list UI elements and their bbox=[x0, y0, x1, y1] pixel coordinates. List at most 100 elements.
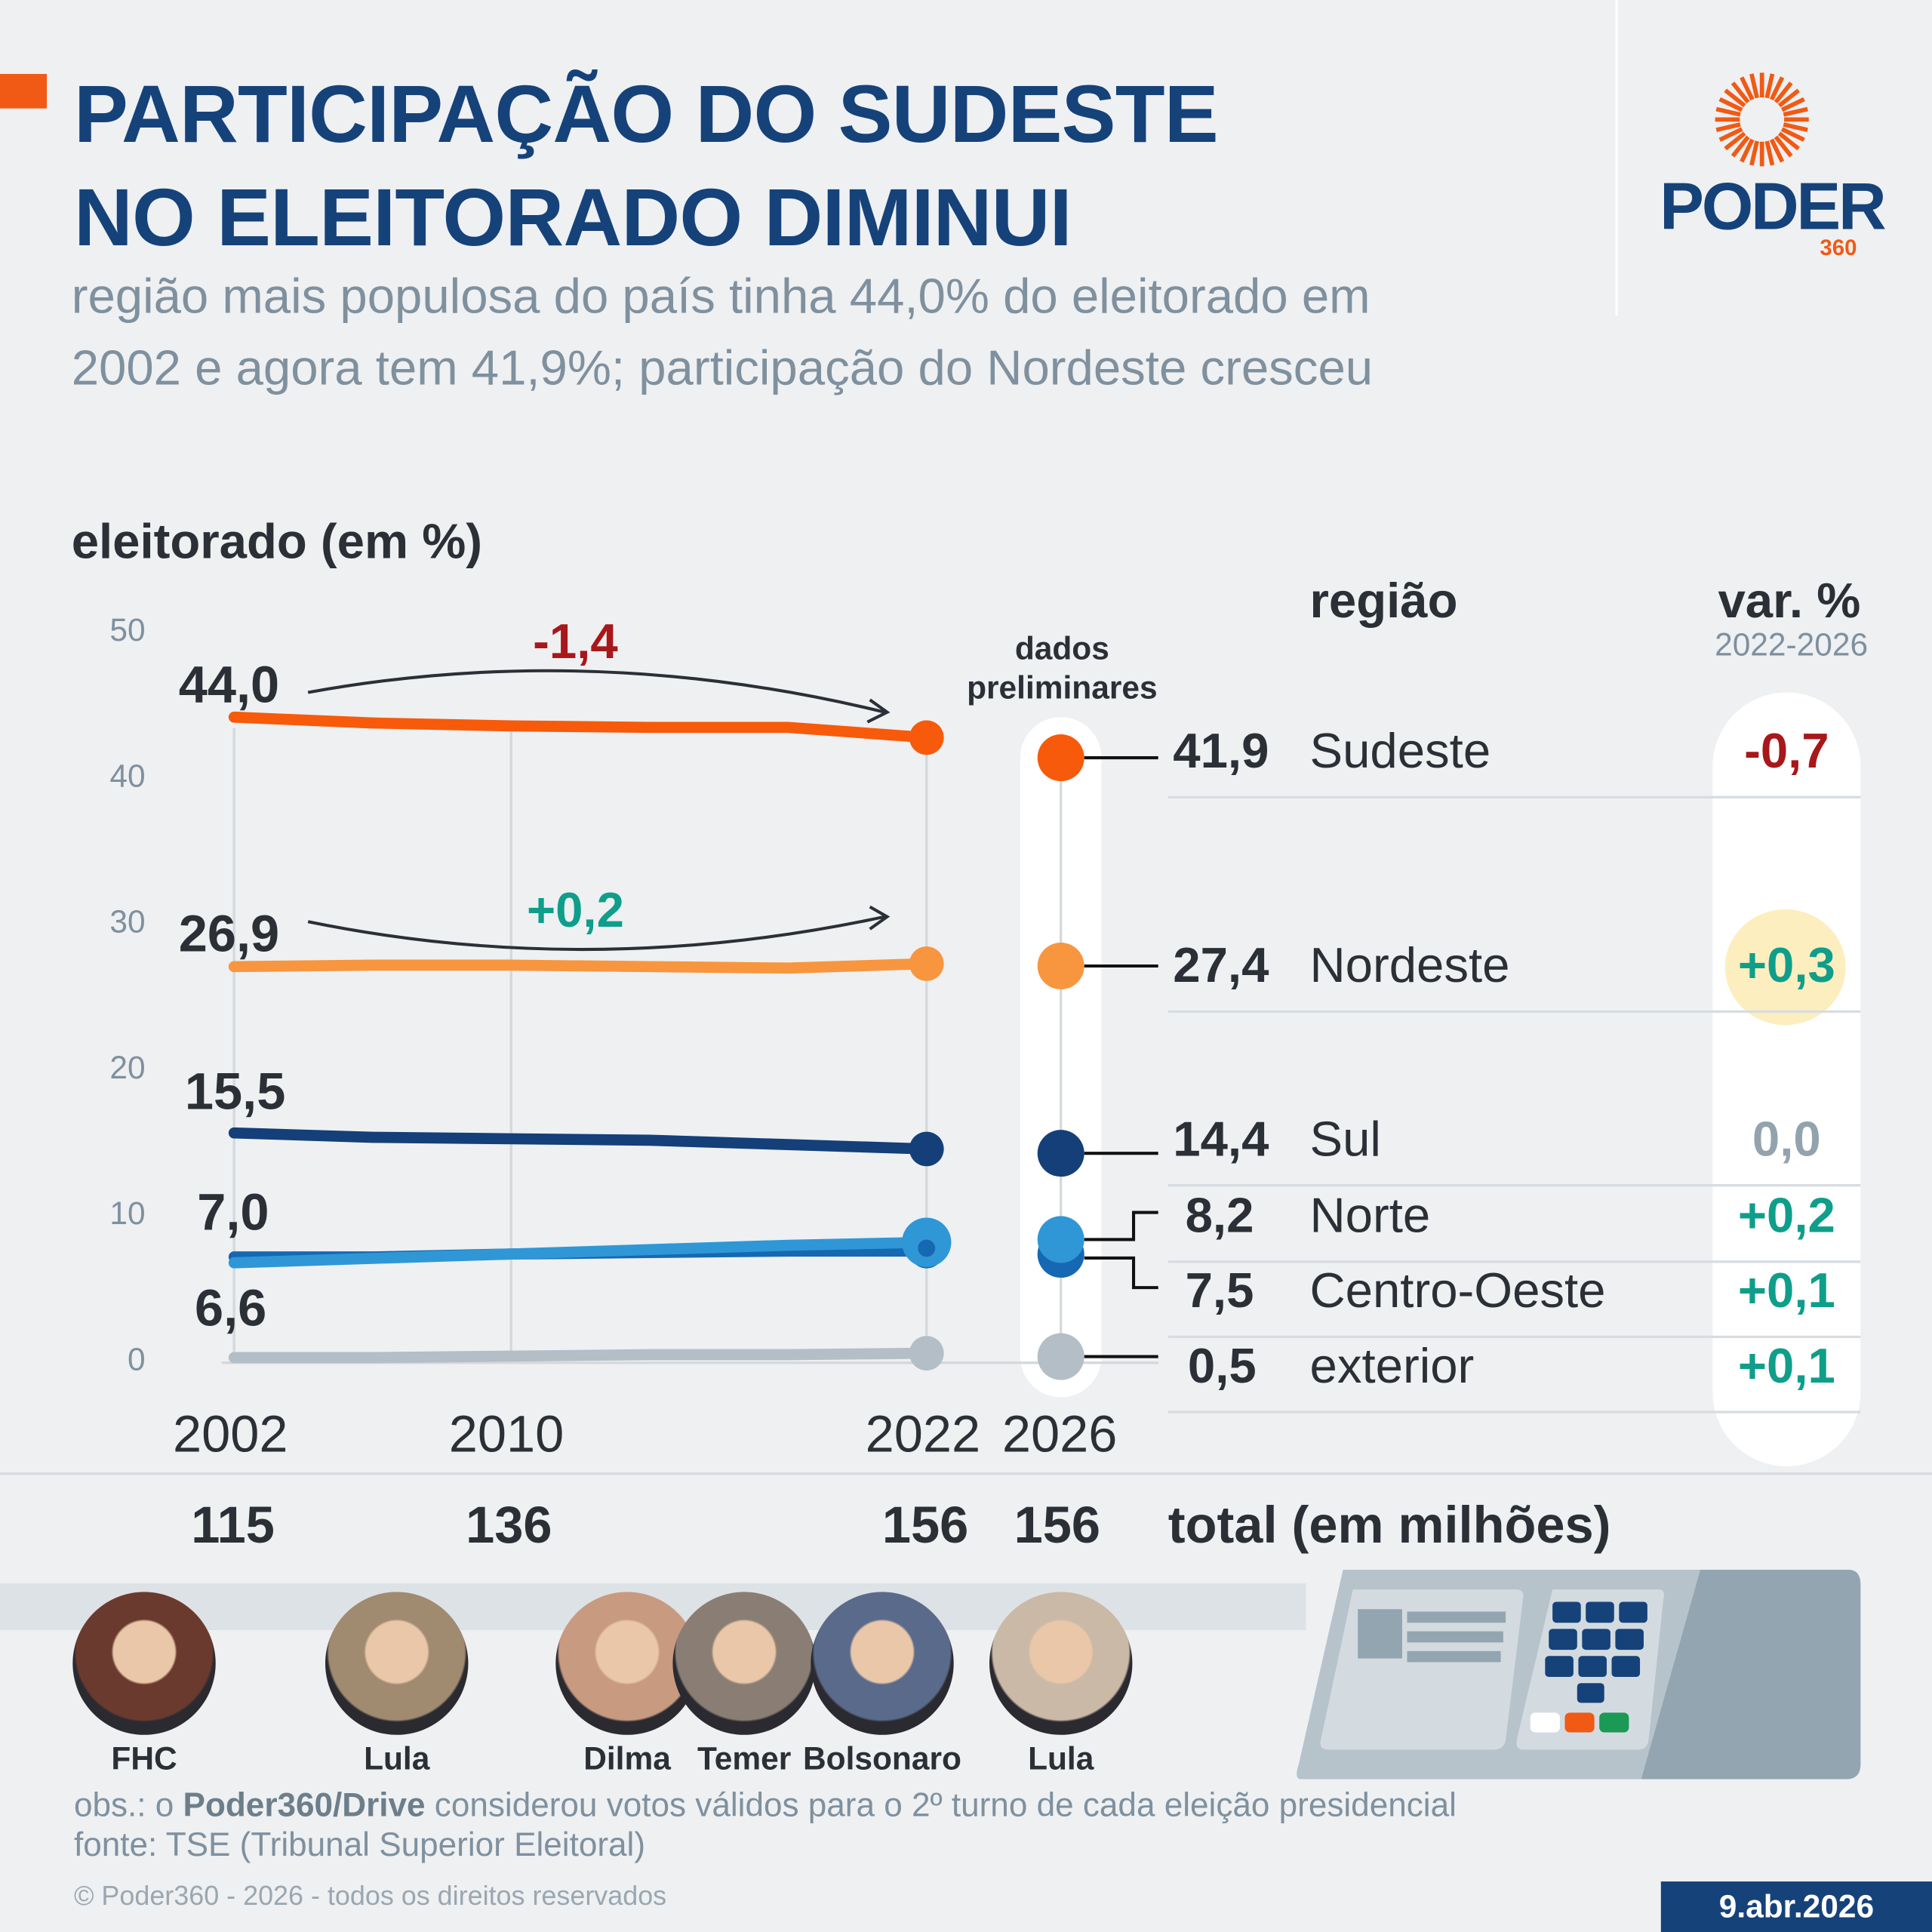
sun-ray bbox=[1769, 76, 1785, 101]
end-point-Sul bbox=[909, 1131, 944, 1167]
keypad-key bbox=[1615, 1629, 1644, 1651]
dot-2026-Norte bbox=[1037, 1216, 1084, 1263]
dot-2026-Sul bbox=[1037, 1130, 1084, 1177]
start-label: 15,5 bbox=[185, 1062, 285, 1120]
subtitle-line-2: 2002 e agora tem 41,9%; participação do … bbox=[71, 341, 1374, 396]
sun-ray bbox=[1718, 97, 1743, 112]
region-var: +0,1 bbox=[1737, 1339, 1835, 1394]
region-name: exterior bbox=[1309, 1339, 1475, 1394]
leader-line bbox=[1084, 1211, 1158, 1241]
preliminary-label-1: dados bbox=[1014, 629, 1109, 667]
obs-suffix: considerou votos válidos para o 2º turno… bbox=[425, 1786, 1457, 1824]
sun-ray bbox=[1777, 88, 1800, 108]
keypad-key bbox=[1549, 1629, 1577, 1651]
series-line-Sul bbox=[228, 1127, 933, 1155]
president-photo bbox=[989, 1592, 1133, 1735]
sun-ray bbox=[1724, 88, 1746, 108]
subtitle-line-1: região mais populosa do país tinha 44,0%… bbox=[71, 269, 1371, 325]
region-value: 27,4 bbox=[1173, 939, 1269, 993]
y-tick-label: 30 bbox=[109, 904, 145, 940]
region-name: Sul bbox=[1309, 1112, 1381, 1168]
ballot-box-icon bbox=[1297, 1569, 1861, 1780]
region-value: 0,5 bbox=[1187, 1339, 1257, 1394]
president-photo bbox=[325, 1592, 469, 1735]
president-name: Bolsonaro bbox=[803, 1740, 961, 1777]
series-line-Sudeste bbox=[228, 711, 933, 743]
y-tick-label: 0 bbox=[128, 1342, 146, 1377]
region-name: Norte bbox=[1309, 1189, 1431, 1244]
row-divider bbox=[1168, 795, 1861, 798]
start-label: 26,9 bbox=[179, 904, 279, 962]
line-chart: 5040302010044,026,915,57,06,6-1,4+0,2200… bbox=[109, 612, 1158, 1463]
annotation-label: +0,2 bbox=[527, 882, 624, 937]
sun-ray bbox=[1774, 82, 1793, 104]
region-header: região bbox=[1309, 574, 1458, 629]
var-header: var. % bbox=[1718, 574, 1861, 629]
preliminary-label: dados preliminares bbox=[961, 629, 1163, 707]
region-var: -0,7 bbox=[1744, 724, 1829, 779]
keypad-key bbox=[1582, 1629, 1611, 1651]
sun-ray bbox=[1740, 76, 1755, 101]
region-var: +0,2 bbox=[1737, 1189, 1835, 1244]
sun-ray bbox=[1730, 82, 1750, 104]
source: fonte: TSE (Tribunal Superior Eleitoral) bbox=[73, 1826, 646, 1863]
arrow-head-icon bbox=[869, 905, 891, 931]
region-var: 0,0 bbox=[1752, 1112, 1821, 1168]
sun-ray bbox=[1764, 73, 1775, 99]
end-point-Nordeste bbox=[909, 946, 944, 981]
sun-ray bbox=[1769, 138, 1785, 163]
obs-prefix: obs.: o bbox=[73, 1786, 183, 1824]
preliminary-label-2: preliminares bbox=[967, 669, 1158, 706]
arrow-head-icon bbox=[866, 698, 891, 724]
sun-ray bbox=[1730, 135, 1750, 158]
president-photo bbox=[72, 1592, 216, 1735]
region-name: Nordeste bbox=[1309, 939, 1510, 993]
president-name: FHC bbox=[111, 1740, 177, 1777]
divider bbox=[0, 1472, 1932, 1475]
y-tick-label: 10 bbox=[109, 1195, 145, 1231]
logo-number: 360 bbox=[1820, 235, 1857, 260]
keypad-key bbox=[1586, 1601, 1614, 1623]
logo-word: PODER bbox=[1660, 170, 1886, 245]
president-name: Dilma bbox=[583, 1740, 671, 1777]
sun-ray bbox=[1724, 131, 1746, 151]
row-divider bbox=[1168, 1411, 1861, 1414]
dot-2026-Nordeste bbox=[1037, 942, 1084, 990]
sun-ray bbox=[1764, 140, 1775, 166]
total-value: 156 bbox=[881, 1496, 969, 1554]
region-value: 41,9 bbox=[1173, 724, 1269, 779]
president-name: Lula bbox=[364, 1740, 430, 1777]
series-line-exterior bbox=[228, 1347, 933, 1364]
x-tick-label: 2002 bbox=[173, 1404, 288, 1463]
row-divider bbox=[1168, 1010, 1861, 1014]
region-var: +0,3 bbox=[1737, 939, 1835, 993]
start-label: 7,0 bbox=[197, 1183, 269, 1241]
president-name: Lula bbox=[1028, 1740, 1094, 1777]
region-name: Centro-Oeste bbox=[1309, 1264, 1606, 1318]
y-tick-label: 20 bbox=[109, 1050, 145, 1085]
sun-ray bbox=[1749, 73, 1759, 99]
sun-ray bbox=[1715, 122, 1741, 132]
region-name: Sudeste bbox=[1309, 724, 1491, 779]
sun-ray bbox=[1780, 97, 1805, 112]
series-line-Norte bbox=[228, 1236, 933, 1269]
totals-label: total (em milhões) bbox=[1168, 1496, 1611, 1554]
total-value: 156 bbox=[1014, 1496, 1101, 1554]
subtitle: região mais populosa do país tinha 44,0%… bbox=[72, 261, 1373, 404]
row-divider bbox=[1168, 1260, 1861, 1263]
president-photo bbox=[811, 1592, 954, 1735]
region-value: 7,5 bbox=[1185, 1264, 1254, 1318]
keypad-key bbox=[1619, 1601, 1647, 1623]
total-value: 115 bbox=[191, 1496, 275, 1554]
end-point-exterior bbox=[909, 1336, 944, 1371]
divider bbox=[1615, 0, 1618, 315]
row-divider bbox=[1168, 1183, 1861, 1187]
end-point-Sudeste bbox=[909, 720, 944, 755]
accent-bar bbox=[0, 73, 48, 109]
y-tick-label: 50 bbox=[109, 612, 145, 648]
x-tick-label: 2010 bbox=[449, 1404, 565, 1463]
date-badge: 9.abr.2026 bbox=[1660, 1881, 1932, 1932]
keypad-key bbox=[1552, 1601, 1581, 1623]
highlight-circle bbox=[1724, 909, 1846, 1026]
copyright: © Poder360 - 2026 - todos os direitos re… bbox=[73, 1880, 667, 1912]
